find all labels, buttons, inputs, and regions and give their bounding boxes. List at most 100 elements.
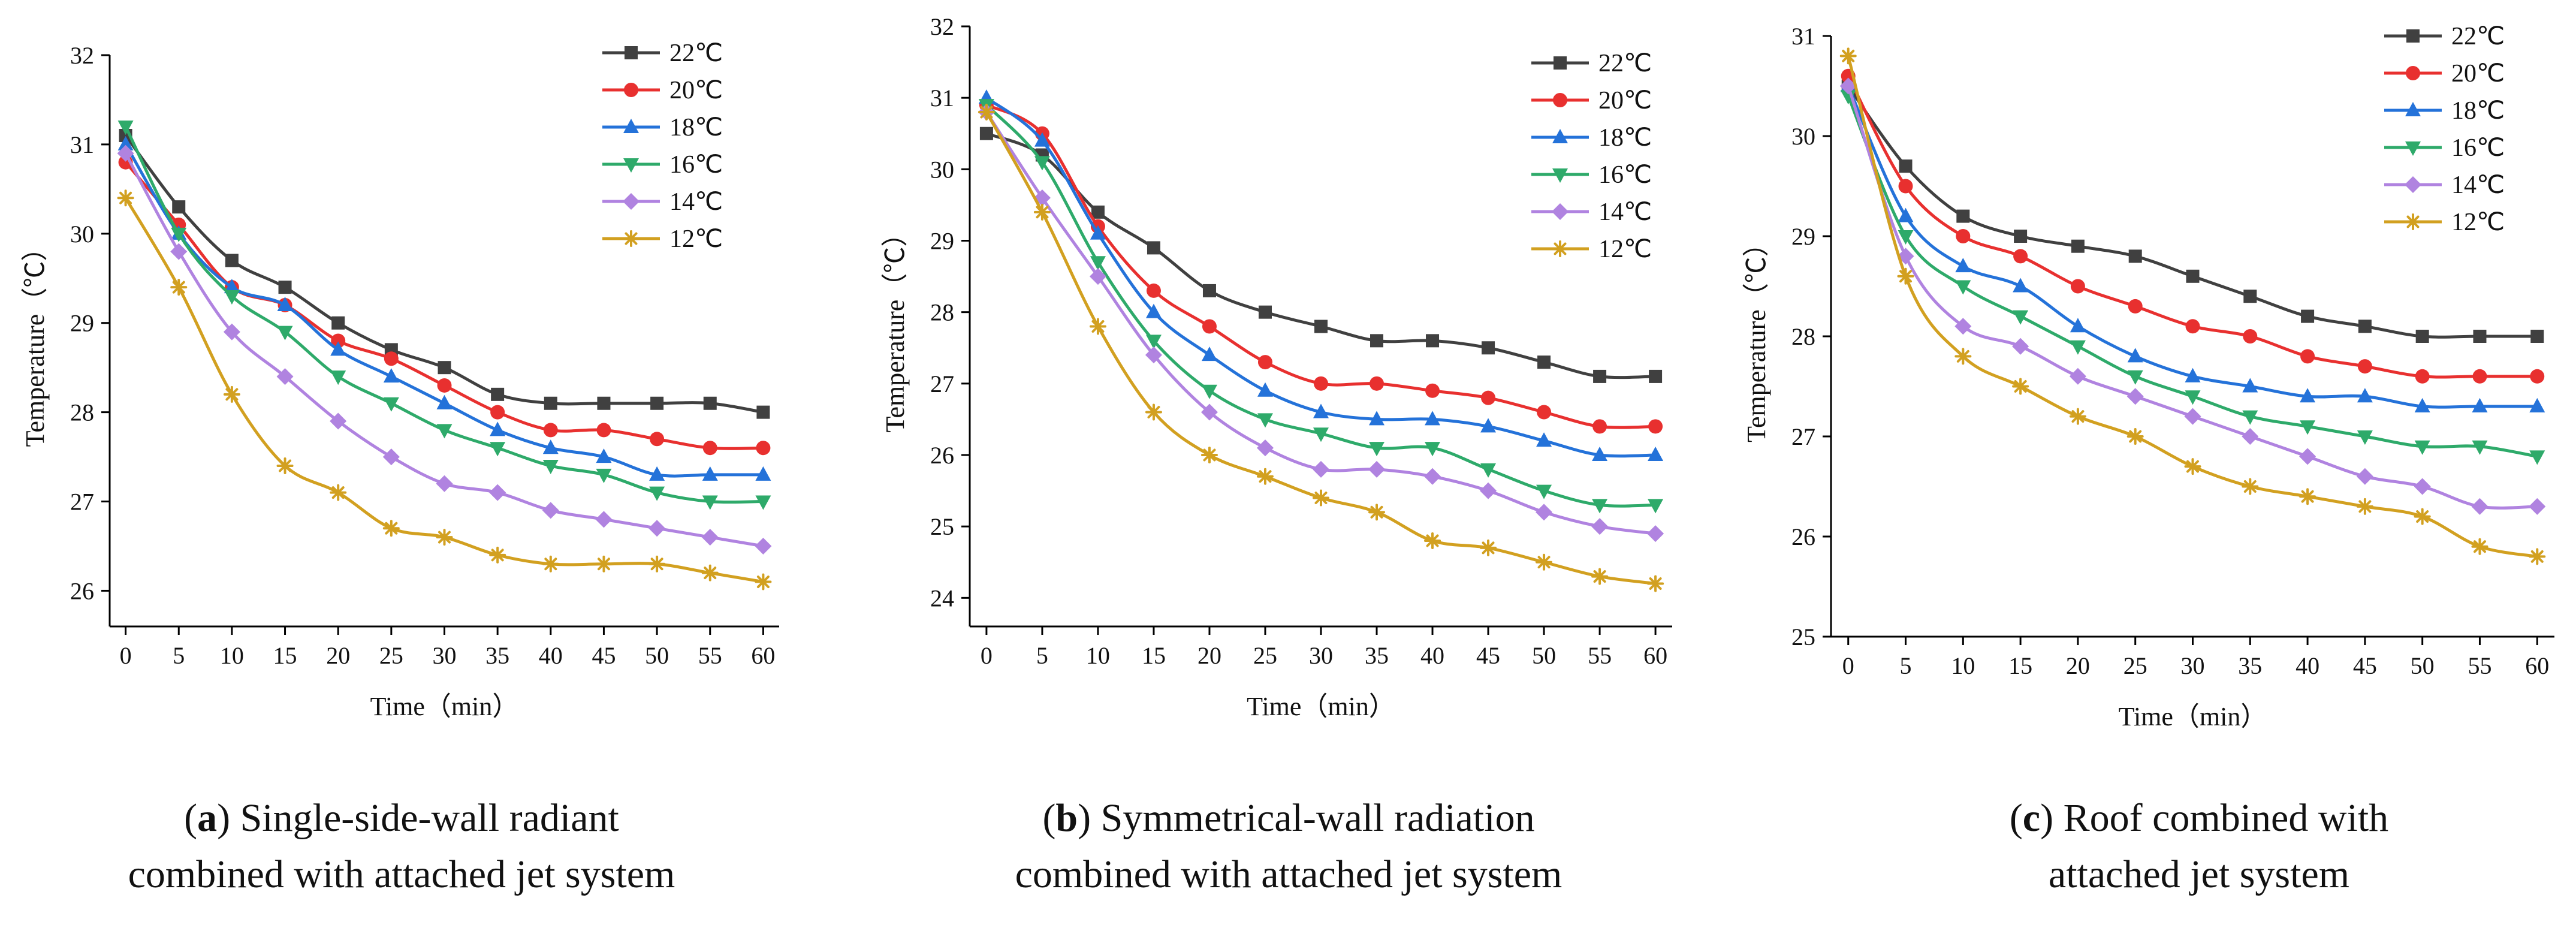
chart-b-y-label: Temperature（℃） <box>880 221 910 433</box>
chart-a-x-tick-label: 20 <box>326 642 350 669</box>
chart-b-data-point <box>1146 283 1161 298</box>
chart-b-data-point <box>1200 403 1218 421</box>
chart-b-data-point <box>1090 225 1106 240</box>
caption-b-line1: (b) Symmetrical-wall radiation <box>1042 796 1535 840</box>
chart-b-legend-marker <box>1552 203 1568 220</box>
chart-b-data-point <box>1089 318 1106 335</box>
chart-c-x-tick-label: 40 <box>2296 652 2319 679</box>
chart-a-data-point <box>170 243 188 260</box>
chart-c-data-point <box>2184 408 2201 425</box>
chart-a-data-point <box>491 387 505 401</box>
chart-c-x-tick-label: 45 <box>2353 652 2377 679</box>
chart-b-series-1 <box>979 98 1663 434</box>
chart-c-data-point <box>2243 329 2258 344</box>
chart-b-data-point <box>1648 419 1663 434</box>
chart-a-data-point <box>117 144 134 162</box>
chart-a-data-point <box>595 555 613 573</box>
chart-c-data-point <box>2128 249 2142 263</box>
chart-c-legend-item: 14℃ <box>2384 171 2505 199</box>
chart-c-legend-label: 20℃ <box>2451 60 2505 88</box>
chart-c-data-point <box>2127 370 2143 385</box>
chart-c-data-point <box>2127 348 2143 363</box>
chart-a-data-point <box>436 394 453 409</box>
chart-c-data-point <box>1954 348 1972 365</box>
chart-b-data-point <box>1090 256 1106 271</box>
chart-c-data-point <box>2356 468 2373 485</box>
chart-a-legend: 22℃ 20℃ 18℃ 16℃ 14℃ 12℃ <box>602 40 723 253</box>
chart-a-data-point <box>223 323 240 341</box>
chart-a-data-point <box>172 200 186 214</box>
chart-c-series-2 <box>1840 77 2545 412</box>
chart-b-legend-label: 14℃ <box>1598 198 1652 226</box>
chart-b-legend-label: 22℃ <box>1598 50 1652 77</box>
chart-c-data-point <box>2300 388 2316 403</box>
chart-a-data-point <box>489 546 506 564</box>
chart-c-series-line <box>1847 95 2538 458</box>
chart-c-data-point <box>2128 299 2143 314</box>
chart-a-data-point <box>330 370 346 385</box>
chart-b-series-0 <box>979 126 1663 383</box>
chart-a-data-point <box>383 397 399 412</box>
chart-c-data-point <box>1898 230 1914 245</box>
chart-c-series-3 <box>1840 90 2545 465</box>
chart-b-data-point <box>1201 384 1217 399</box>
chart-c-data-point <box>2471 538 2488 555</box>
chart-c-data-point <box>1898 207 1914 222</box>
chart-a-data-point <box>650 396 664 410</box>
chart-b-series-line <box>985 111 1656 585</box>
chart-c-x-tick-label: 35 <box>2238 652 2262 679</box>
chart-c-x-tick-label: 50 <box>2411 652 2435 679</box>
chart-b-data-point <box>1369 411 1385 426</box>
chart-b-legend-marker <box>1552 129 1568 143</box>
chart-c-data-point <box>2012 378 2029 395</box>
chart-b-data-point <box>1592 499 1608 514</box>
chart-a-legend-label: 16℃ <box>669 151 723 179</box>
chart-a-x-tick-label: 40 <box>539 642 563 669</box>
chart-a-series-3 <box>117 120 771 510</box>
chart-c-data-point <box>2530 369 2545 384</box>
chart-a-x-tick-label: 5 <box>173 642 185 669</box>
chart-a-legend-item: 20℃ <box>602 77 723 104</box>
chart-a-data-point <box>650 432 665 447</box>
chart-c-data-point <box>2472 369 2487 384</box>
caption-a: (a) Single-side-wall radiant combined wi… <box>0 790 803 903</box>
chart-a: 26 27 28 29 30 31 32 0 5 10 15 20 25 30 35 40 45 50 55 60 Ti… <box>20 40 779 721</box>
chart-b-data-point <box>1313 403 1329 418</box>
chart-b-data-point <box>1480 539 1497 556</box>
chart-c-x-tick-label: 60 <box>2525 652 2549 679</box>
chart-a-data-point <box>117 189 134 207</box>
chart-c-data-point <box>2414 508 2431 525</box>
chart-c-data-point <box>2185 367 2201 382</box>
chart-c-data-point <box>2184 458 2201 475</box>
chart-c-data-point <box>2530 330 2544 343</box>
chart-c-data-point <box>2529 498 2546 515</box>
chart-a-data-point <box>436 529 453 546</box>
chart-a-data-point <box>755 466 771 481</box>
chart-b-y-tick-label: 26 <box>930 442 954 469</box>
chart-a-data-point <box>436 424 453 439</box>
chart-a-data-point <box>331 316 345 330</box>
chart-a-x-tick-label: 55 <box>698 642 722 669</box>
chart-b-data-point <box>1256 468 1274 485</box>
chart-b-data-point <box>1591 568 1609 585</box>
chart-a-legend-item: 14℃ <box>602 188 723 216</box>
chart-c-data-point <box>2529 450 2545 465</box>
chart-b-y-tick-label: 24 <box>930 585 954 611</box>
chart-a-y-tick-label: 26 <box>70 577 94 604</box>
chart-a-data-point <box>330 484 347 501</box>
chart-a-data-point <box>755 573 772 590</box>
chart-c-data-point <box>2243 290 2257 303</box>
chart-b-data-point <box>1200 447 1218 463</box>
chart-a-data-point <box>170 279 188 296</box>
chart-a-data-point <box>701 564 719 582</box>
chart-b-data-point <box>1370 334 1384 348</box>
chart-c-y-label: Temperature（℃） <box>1742 230 1771 442</box>
chart-b-x-tick-label: 55 <box>1588 642 1612 669</box>
chart-b-data-point <box>1424 532 1441 549</box>
chart-b-series-line <box>985 97 1656 458</box>
chart-b-series-line <box>985 111 1656 535</box>
chart-b-data-point <box>1647 575 1664 592</box>
chart-c-data-point <box>2414 397 2430 412</box>
chart-c-series-5 <box>1839 47 2546 565</box>
